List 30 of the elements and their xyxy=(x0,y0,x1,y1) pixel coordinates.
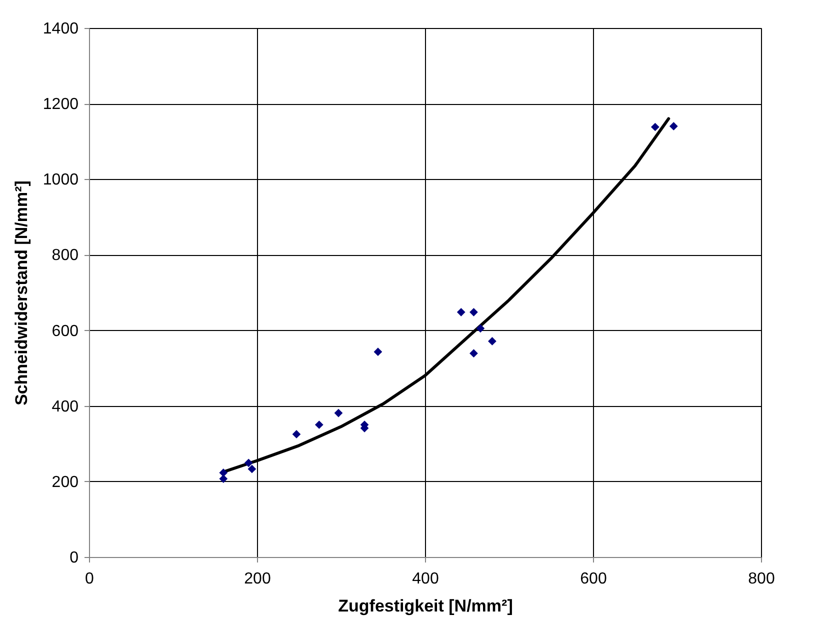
point xyxy=(219,474,228,483)
point xyxy=(248,464,256,474)
y-tick-label: 400 xyxy=(52,398,79,416)
y-tick-label: 1200 xyxy=(42,96,79,114)
point xyxy=(334,408,343,418)
point xyxy=(292,430,301,438)
x-tick-label: 600 xyxy=(580,570,607,588)
x-tick-label: 0 xyxy=(85,570,94,588)
x-tick-label: 200 xyxy=(244,570,271,588)
y-tick-label: 800 xyxy=(52,247,79,264)
x-axis-title: Zugfestigkeit [N/mm²] xyxy=(338,596,513,616)
y-tick-label: 1000 xyxy=(42,172,79,189)
point xyxy=(219,468,228,477)
point xyxy=(244,458,253,468)
y-tick-label: 0 xyxy=(70,550,79,566)
point xyxy=(476,324,485,333)
y-tick-label: 200 xyxy=(52,474,79,491)
point xyxy=(470,308,478,316)
x-tick-label: 400 xyxy=(412,570,439,588)
point xyxy=(650,122,660,132)
y-axis-title: Schneidwiderstand [N/mm²] xyxy=(12,180,31,406)
point xyxy=(488,337,496,346)
point xyxy=(314,420,324,429)
point xyxy=(669,122,678,130)
point xyxy=(374,348,382,356)
point xyxy=(470,349,478,358)
y-tick-label: 1400 xyxy=(42,20,79,38)
x-tick-label: 800 xyxy=(748,570,775,588)
y-tick-label: 600 xyxy=(52,322,79,340)
point xyxy=(456,308,466,316)
